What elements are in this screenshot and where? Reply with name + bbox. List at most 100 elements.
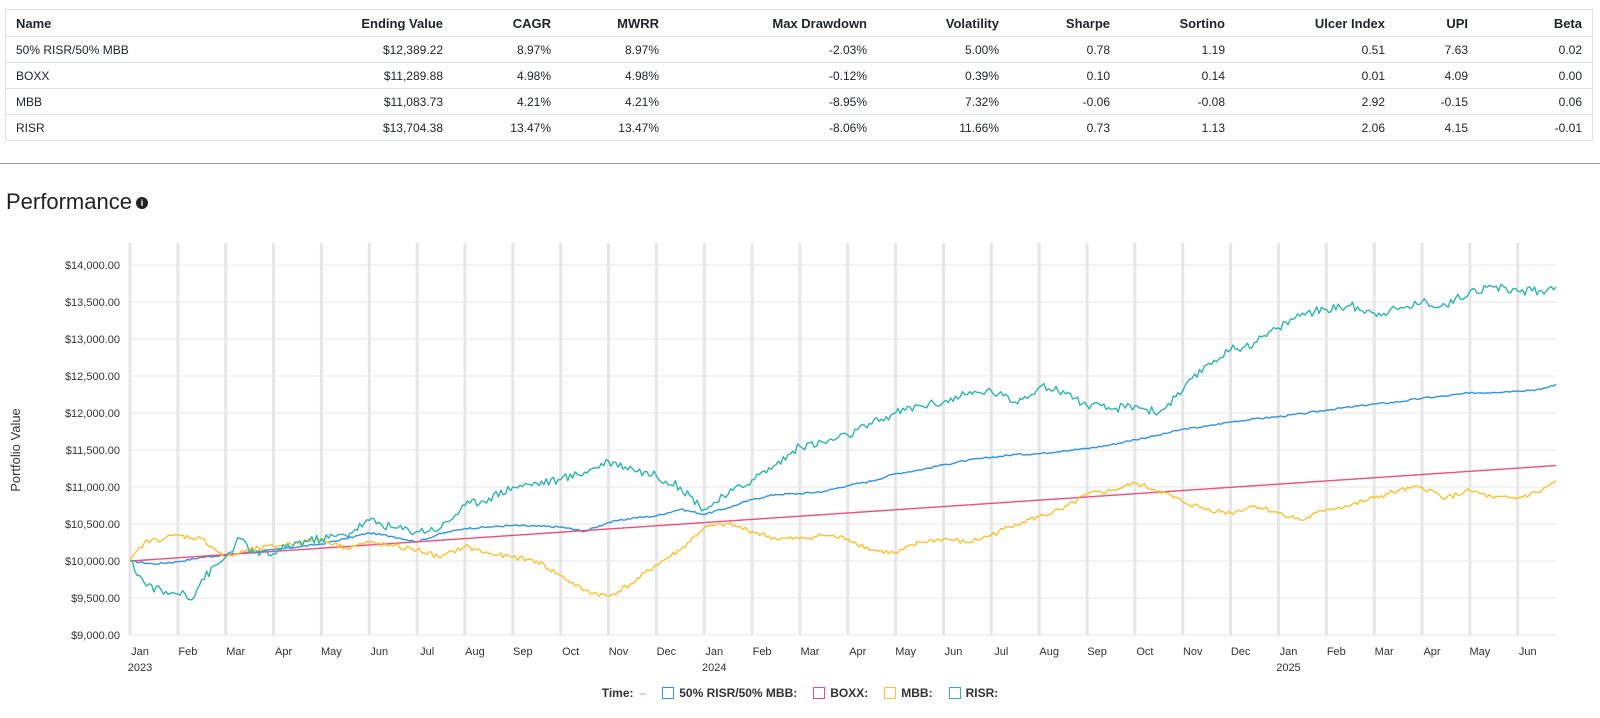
header-beta[interactable]: Beta bbox=[1478, 10, 1592, 37]
x-tick-label: Jan bbox=[1280, 646, 1298, 658]
header-name[interactable]: Name bbox=[6, 10, 206, 37]
x-tick-label: May bbox=[1469, 646, 1490, 658]
legend-label: 50% RISR/50% MBB: bbox=[679, 686, 798, 700]
x-tick-label: Aug bbox=[465, 646, 485, 658]
cell-beta: 0.02 bbox=[1478, 36, 1592, 63]
x-tick-label: Jun bbox=[1519, 646, 1537, 658]
cell-beta: 0.06 bbox=[1478, 88, 1592, 115]
header-volatility[interactable]: Volatility bbox=[877, 10, 1009, 37]
cell-cagr: 13.47% bbox=[510, 120, 551, 135]
x-tick-label: Oct bbox=[562, 646, 579, 658]
x-tick-label: Mar bbox=[226, 646, 245, 658]
cell-ending-value: $13,704.38 bbox=[382, 120, 443, 135]
x-year-label: 2023 bbox=[128, 662, 152, 674]
header-ending-value[interactable]: Ending Value bbox=[206, 10, 453, 37]
cell-sortino: 0.14 bbox=[1120, 62, 1235, 89]
cell-ulcer-index: 0.51 bbox=[1235, 36, 1395, 63]
cell-mwrr: 13.47% bbox=[618, 120, 659, 135]
series-line-risr bbox=[129, 283, 1557, 601]
legend-item-boxx[interactable]: BOXX: bbox=[813, 686, 868, 700]
cell-upi: -0.15 bbox=[1395, 88, 1478, 115]
cell-mwrr: 4.21% bbox=[561, 88, 669, 115]
table-row: BOXX $11,289.88 4.98% 4.98% -0.12% 0.39%… bbox=[6, 62, 1592, 89]
legend-label: MBB: bbox=[901, 686, 933, 700]
cell-sortino: 1.19 bbox=[1120, 36, 1235, 63]
performance-title: Performance bbox=[6, 189, 132, 214]
y-tick-label: $13,000.00 bbox=[65, 334, 120, 346]
legend-swatch bbox=[813, 687, 826, 699]
series-line-50-risr-50-mbb bbox=[129, 383, 1557, 565]
y-tick-label: $13,500.00 bbox=[65, 297, 120, 309]
table-row: RISR $13,704.38 13.47% 13.47% -8.06% 11.… bbox=[6, 115, 1592, 141]
x-tick-label: Oct bbox=[1136, 646, 1153, 658]
cell-ulcer-index: 2.92 bbox=[1235, 88, 1395, 115]
legend-swatch bbox=[884, 687, 897, 699]
legend-item-mbb[interactable]: MBB: bbox=[884, 686, 933, 700]
cell-max-drawdown: -2.03% bbox=[669, 36, 877, 63]
header-max-drawdown[interactable]: Max Drawdown bbox=[669, 10, 877, 37]
cell-sortino: -0.08 bbox=[1120, 88, 1235, 115]
legend-swatch bbox=[948, 687, 961, 699]
x-tick-label: Dec bbox=[1231, 646, 1251, 658]
cell-sharpe: 0.78 bbox=[1009, 36, 1120, 63]
x-tick-label: May bbox=[895, 646, 916, 658]
legend-item-risr[interactable]: RISR: bbox=[948, 686, 998, 700]
legend-swatch bbox=[662, 687, 675, 699]
x-tick-label: May bbox=[321, 646, 342, 658]
cell-sharpe: 0.10 bbox=[1009, 62, 1120, 89]
chart-series bbox=[129, 283, 1557, 601]
cell-volatility: 0.39% bbox=[877, 62, 1009, 89]
y-tick-label: $9,500.00 bbox=[71, 593, 120, 605]
chart-y-axis-title: Portfolio Value bbox=[8, 408, 23, 492]
cell-name: RISR bbox=[16, 120, 45, 135]
x-tick-label: Mar bbox=[800, 646, 819, 658]
y-tick-label: $10,000.00 bbox=[65, 556, 120, 568]
cell-name: BOXX bbox=[6, 62, 206, 89]
performance-section-header: Performance i bbox=[6, 189, 148, 215]
y-tick-label: $9,000.00 bbox=[71, 630, 120, 642]
x-tick-label: Jun bbox=[370, 646, 388, 658]
legend-item-50-risr-50-mbb[interactable]: 50% RISR/50% MBB: bbox=[662, 686, 797, 700]
cell-max-drawdown: -8.95% bbox=[669, 88, 877, 115]
x-year-label: 2025 bbox=[1276, 662, 1300, 674]
y-tick-label: $12,000.00 bbox=[65, 408, 120, 420]
y-tick-label: $11,500.00 bbox=[66, 445, 120, 457]
cell-max-drawdown: -0.12% bbox=[669, 62, 877, 89]
cell-ending-value: $12,389.22 bbox=[206, 36, 453, 63]
legend-label: BOXX: bbox=[830, 686, 869, 700]
x-tick-label: Sep bbox=[513, 646, 533, 658]
info-icon[interactable]: i bbox=[135, 197, 148, 209]
cell-ulcer-index: 2.06 bbox=[1361, 120, 1385, 135]
x-tick-label: Apr bbox=[849, 646, 866, 658]
chart-y-axis: $9,000.00 $9,500.00 $10,000.00 $10,500.00 $1… bbox=[65, 260, 120, 642]
y-tick-label: $10,500.00 bbox=[65, 519, 120, 531]
header-upi[interactable]: UPI bbox=[1395, 10, 1478, 37]
cell-ending-value: $11,289.88 bbox=[206, 62, 453, 89]
x-tick-label: Dec bbox=[657, 646, 677, 658]
header-mwrr[interactable]: MWRR bbox=[561, 10, 669, 37]
cell-volatility: 11.66% bbox=[959, 120, 999, 135]
performance-chart: $9,000.00 $9,500.00 $10,000.00 $10,500.00 $1… bbox=[8, 243, 1557, 674]
y-tick-label: $14,000.00 bbox=[65, 260, 120, 272]
cell-upi: 4.09 bbox=[1395, 62, 1478, 89]
legend-time: Time: – bbox=[602, 686, 646, 700]
y-tick-label: $12,500.00 bbox=[65, 371, 120, 383]
cell-cagr: 4.98% bbox=[453, 62, 561, 89]
header-sharpe[interactable]: Sharpe bbox=[1009, 10, 1120, 37]
x-tick-label: Jul bbox=[420, 646, 434, 658]
header-ulcer-index[interactable]: Ulcer Index bbox=[1235, 10, 1395, 37]
chart-x-axis: Jan Feb Mar Apr May Jun Jul Aug Sep Oct Nov Dec Jan F… bbox=[128, 646, 1537, 674]
header-cagr[interactable]: CAGR bbox=[453, 10, 561, 37]
x-tick-label: Feb bbox=[1327, 646, 1346, 658]
chart-grid bbox=[128, 243, 1556, 636]
x-year-label: 2024 bbox=[702, 662, 726, 674]
series-line-boxx bbox=[129, 464, 1557, 562]
legend-time-value: – bbox=[639, 686, 647, 700]
header-sortino[interactable]: Sortino bbox=[1120, 10, 1235, 37]
cell-mwrr: 4.98% bbox=[561, 62, 669, 89]
cell-sharpe: -0.06 bbox=[1009, 88, 1120, 115]
cell-name: MBB bbox=[6, 88, 206, 115]
x-tick-label: Apr bbox=[275, 646, 292, 658]
metrics-table: Name Ending Value CAGR MWRR Max Drawdown… bbox=[6, 10, 1592, 140]
x-tick-label: Feb bbox=[753, 646, 772, 658]
